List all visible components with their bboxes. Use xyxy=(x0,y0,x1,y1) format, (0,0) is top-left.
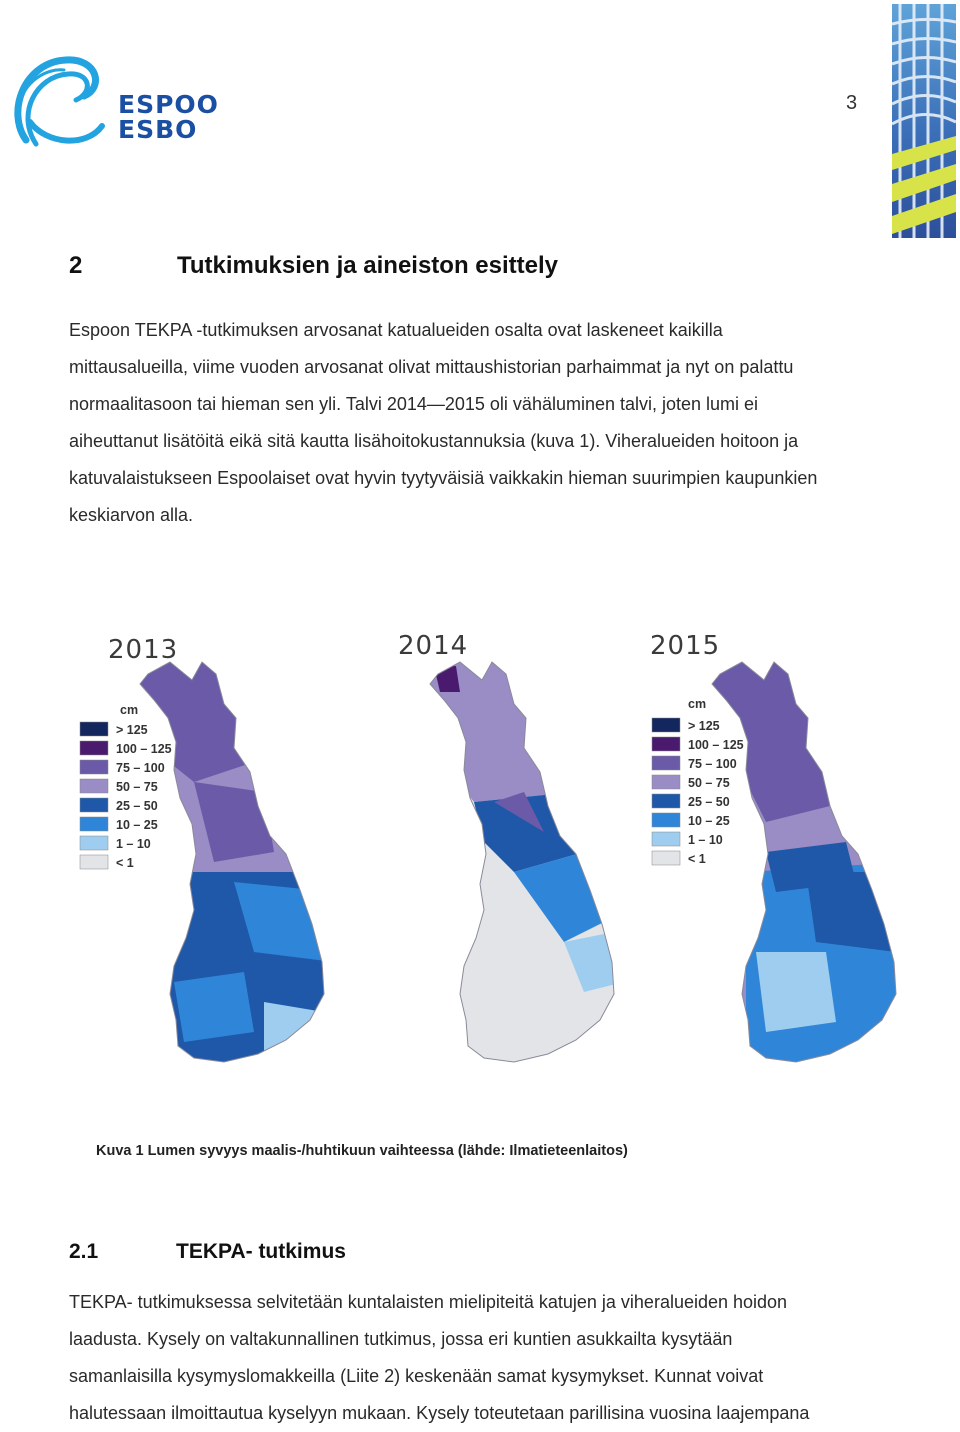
legend-label: 10 – 25 xyxy=(688,814,730,828)
map-2014: 2014 xyxy=(398,631,615,1063)
legend-swatch xyxy=(79,778,109,794)
legend-label: 75 – 100 xyxy=(688,757,737,771)
paragraph-line: aiheuttanut lisätöitä eikä sitä kautta l… xyxy=(69,431,799,451)
legend-swatch xyxy=(79,721,109,737)
espoo-logo: ESPOO ESBO xyxy=(6,52,218,162)
map-year-label: 2015 xyxy=(650,631,720,661)
legend-label: < 1 xyxy=(688,852,706,866)
legend-swatch xyxy=(651,774,681,790)
snow-depth-maps-figure: 2013 2014 xyxy=(79,631,897,1063)
section-number: 2 xyxy=(69,252,83,279)
paragraph-line: normaalitasoon tai hieman sen yli. Talvi… xyxy=(69,394,759,414)
page-number: 3 xyxy=(846,92,858,114)
paragraph-line: Espoon TEKPA -tutkimuksen arvosanat katu… xyxy=(69,320,723,340)
subsection-heading: 2.1 TEKPA- tutkimus xyxy=(69,1240,346,1264)
legend-swatch xyxy=(79,797,109,813)
legend-swatch xyxy=(79,816,109,832)
logo-swirl-icon xyxy=(14,56,105,147)
legend-2013: cm > 125 100 – 125 75 – 100 50 – 75 25 – 50 1… xyxy=(79,703,172,870)
legend-label: 75 – 100 xyxy=(116,761,165,775)
figure-caption: Kuva 1 Lumen syvyys maalis-/huhtikuun va… xyxy=(96,1143,628,1159)
subsection-title: TEKPA- tutkimus xyxy=(176,1240,346,1263)
section-heading: 2 Tutkimuksien ja aineiston esittely xyxy=(69,252,558,280)
legend-label: 10 – 25 xyxy=(116,818,158,832)
legend-label: > 125 xyxy=(116,723,148,737)
legend-2015: cm > 125 100 – 125 75 – 100 50 – 75 25 – 50 1… xyxy=(651,697,744,866)
section-paragraph: Espoon TEKPA -tutkimuksen arvosanat katu… xyxy=(69,312,949,534)
logo-text-esbo: ESBO xyxy=(118,115,198,144)
map-year-label: 2014 xyxy=(398,631,468,661)
logo-text-espoo: ESPOO xyxy=(118,90,219,119)
decorative-corner-graphic xyxy=(892,4,956,238)
legend-swatch xyxy=(79,835,109,851)
legend-swatch xyxy=(651,850,681,866)
paragraph-line: keskiarvon alla. xyxy=(69,505,194,525)
paragraph-line: halutessaan ilmoittautua kyselyyn mukaan… xyxy=(69,1403,810,1423)
legend-label: 1 – 10 xyxy=(688,833,723,847)
legend-label: < 1 xyxy=(116,856,134,870)
legend-swatch xyxy=(651,717,681,733)
legend-swatch xyxy=(651,793,681,809)
map-year-label: 2013 xyxy=(108,635,178,665)
legend-label: 50 – 75 xyxy=(116,780,158,794)
legend-label: 25 – 50 xyxy=(116,799,158,813)
legend-swatch xyxy=(651,831,681,847)
section-title: Tutkimuksien ja aineiston esittely xyxy=(177,252,558,279)
subsection-paragraph: TEKPA- tutkimuksessa selvitetään kuntala… xyxy=(69,1284,949,1432)
legend-label: 100 – 125 xyxy=(116,742,172,756)
paragraph-line: TEKPA- tutkimuksessa selvitetään kuntala… xyxy=(69,1292,788,1312)
paragraph-line: samanlaisilla kysymyslomakkeilla (Liite … xyxy=(69,1366,764,1386)
legend-unit: cm xyxy=(120,703,138,717)
legend-label: > 125 xyxy=(688,719,720,733)
paragraph-line: laadusta. Kysely on valtakunnallinen tut… xyxy=(69,1329,733,1349)
subsection-number: 2.1 xyxy=(69,1240,99,1263)
legend-label: 25 – 50 xyxy=(688,795,730,809)
paragraph-line: mittausalueilla, viime vuoden arvosanat … xyxy=(69,357,794,377)
legend-swatch xyxy=(79,759,109,775)
legend-swatch xyxy=(79,854,109,870)
legend-label: 100 – 125 xyxy=(688,738,744,752)
legend-swatch xyxy=(651,812,681,828)
legend-label: 50 – 75 xyxy=(688,776,730,790)
legend-swatch xyxy=(651,755,681,771)
map-2013: 2013 xyxy=(108,635,325,1063)
paragraph-line: katuvalaistukseen Espoolaiset ovat hyvin… xyxy=(69,468,818,488)
legend-swatch xyxy=(651,736,681,752)
legend-label: 1 – 10 xyxy=(116,837,151,851)
legend-swatch xyxy=(79,740,109,756)
legend-unit: cm xyxy=(688,697,706,711)
